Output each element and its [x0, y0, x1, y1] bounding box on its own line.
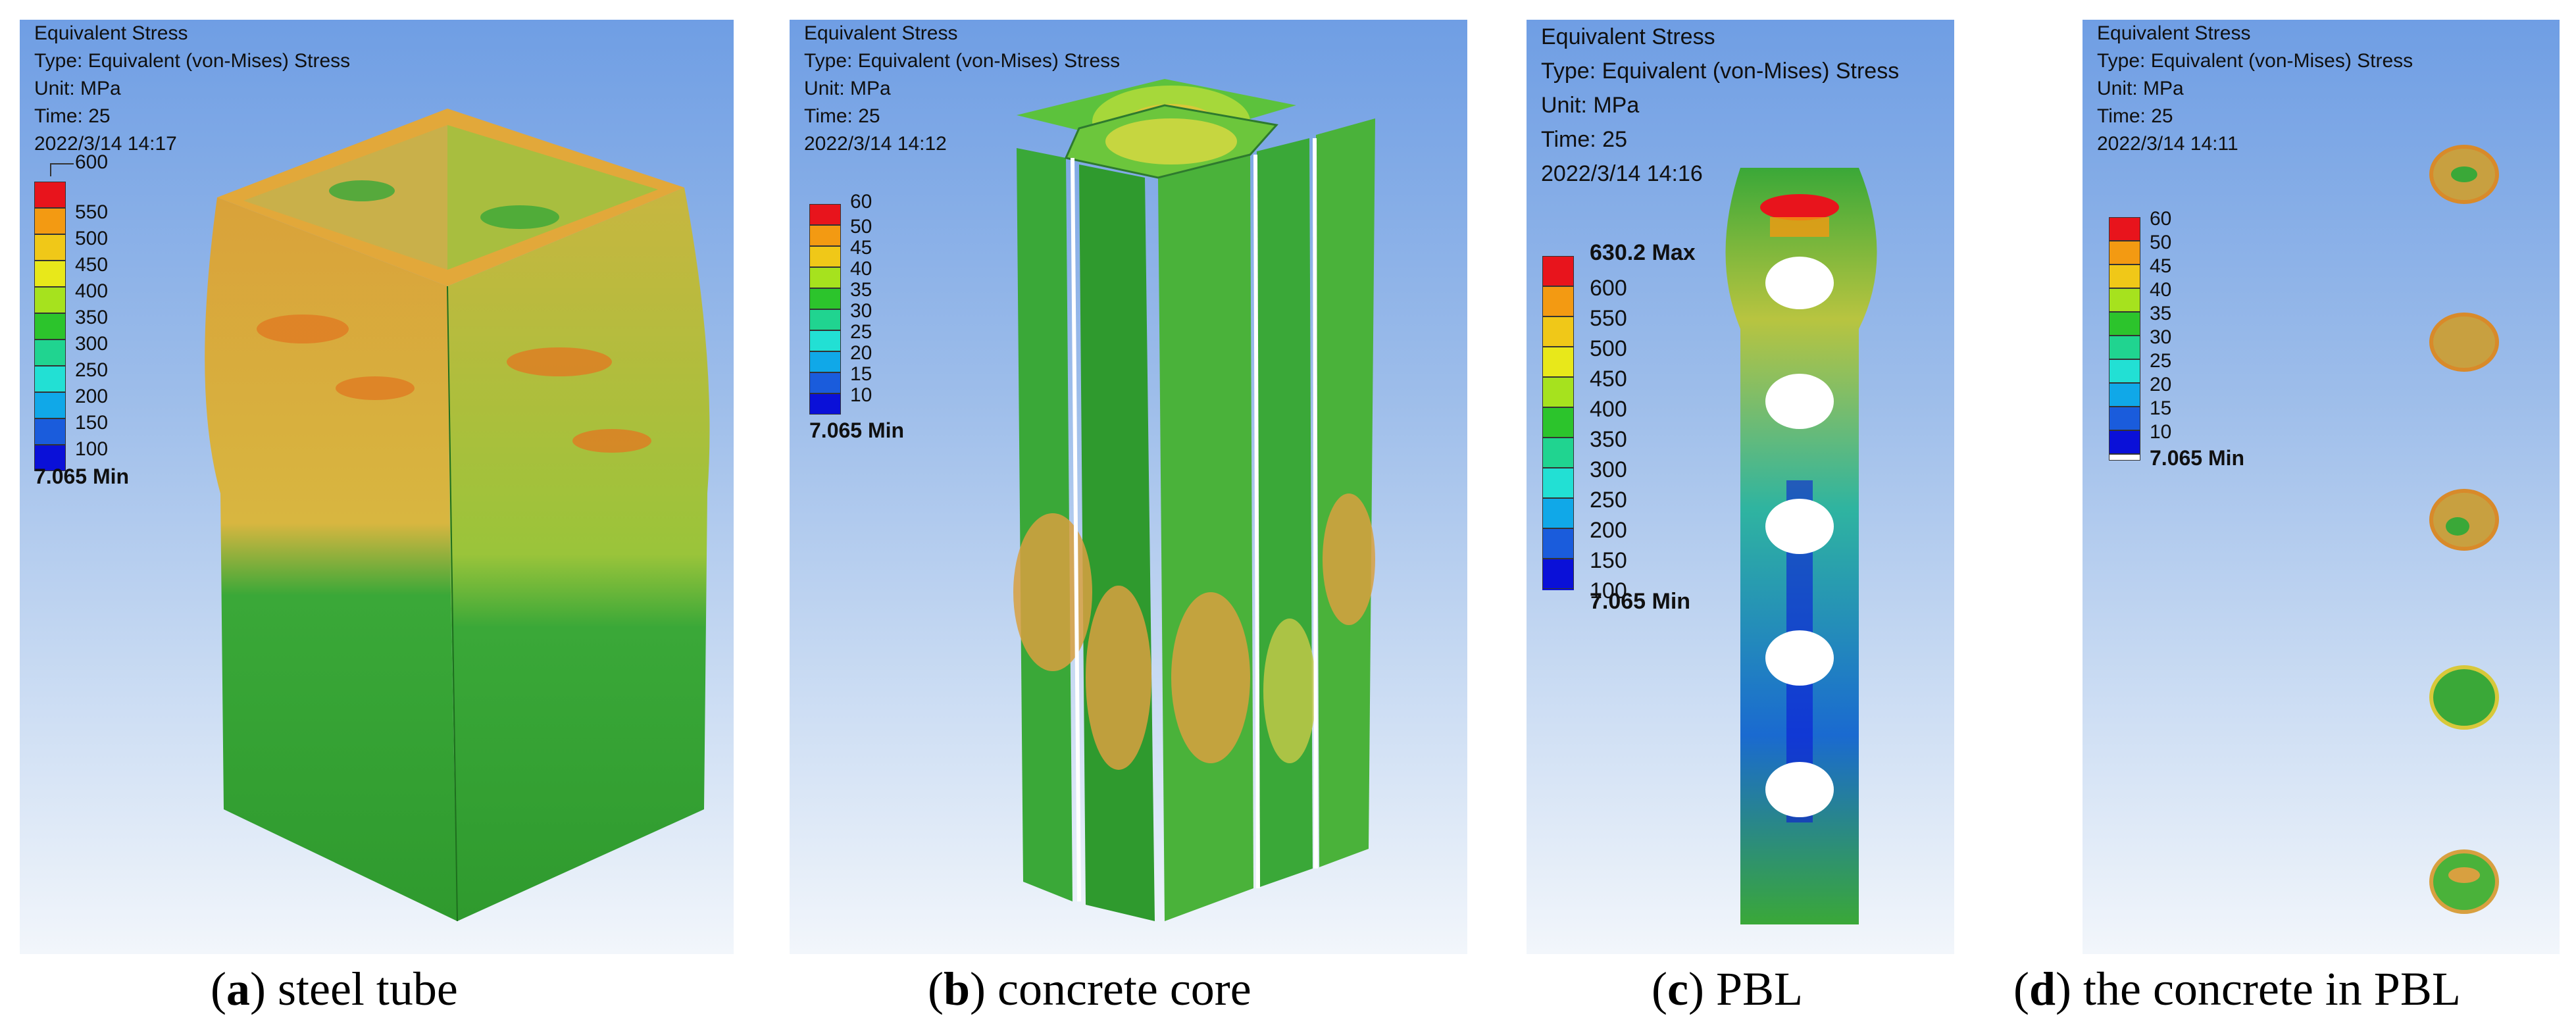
panel-pbl: Equivalent Stress Type: Equivalent (von-…	[1527, 20, 1954, 954]
legend-label: 35	[2150, 303, 2172, 324]
concrete-core-model	[1013, 79, 1375, 921]
legend-label: 25	[850, 321, 872, 343]
caption-letter: d	[2029, 963, 2056, 1015]
steel-tube-model	[205, 109, 710, 922]
legend-label: 450	[75, 254, 109, 276]
header-title: Equivalent Stress	[2097, 22, 2251, 44]
caption-letter: c	[1667, 963, 1688, 1015]
legend-label: 50	[850, 216, 872, 238]
caption-text: concrete core	[998, 963, 1251, 1015]
pbl-plate-model	[1725, 168, 1877, 924]
caption-b: (b) concrete core	[928, 963, 1251, 1015]
header-timestamp: 2022/3/14 14:16	[1541, 161, 1703, 186]
legend-label: 10	[850, 384, 872, 406]
legend-label: 100	[1590, 578, 1627, 603]
legend-label: 40	[2150, 279, 2172, 301]
legend-label: 500	[1590, 336, 1627, 361]
legend-label: 350	[1590, 427, 1627, 452]
caption-letter: a	[226, 963, 250, 1015]
header-unit: Unit: MPa	[804, 78, 891, 99]
panel-steel-tube: Equivalent Stress Type: Equivalent (von-…	[20, 20, 734, 954]
header-type: Type: Equivalent (von-Mises) Stress	[1541, 59, 1900, 84]
caption-text: PBL	[1715, 963, 1803, 1015]
legend-min: 7.065 Min	[1590, 589, 1691, 614]
header-unit: Unit: MPa	[34, 78, 121, 99]
legend-max: 60	[850, 191, 872, 213]
header-c: Equivalent Stress Type: Equivalent (von-…	[1541, 20, 1899, 191]
header-b: Equivalent Stress Type: Equivalent (von-…	[804, 20, 1120, 158]
caption-d: (d) the concrete in PBL	[2013, 963, 2461, 1015]
header-type: Type: Equivalent (von-Mises) Stress	[2097, 50, 2413, 72]
legend-label: 600	[1590, 276, 1627, 301]
legend-label: 50	[2150, 232, 2172, 253]
legend-label: 350	[75, 307, 109, 328]
legend-label: 30	[2150, 326, 2172, 348]
legend-min: 7.065 Min	[2150, 446, 2245, 470]
legend-label: 150	[75, 412, 109, 434]
legend-max: 600	[75, 151, 109, 173]
legend-label: 45	[850, 237, 872, 259]
header-unit: Unit: MPa	[2097, 78, 2184, 99]
header-time: Time: 25	[34, 105, 111, 127]
header-d: Equivalent Stress Type: Equivalent (von-…	[2097, 20, 2413, 158]
legend-min: 7.065 Min	[34, 465, 130, 488]
header-unit: Unit: MPa	[1541, 93, 1640, 118]
header-timestamp: 2022/3/14 14:12	[804, 133, 947, 155]
legend-label: 35	[850, 279, 872, 301]
legend-label: 400	[75, 280, 109, 302]
header-title: Equivalent Stress	[1541, 24, 1715, 49]
legend-label: 550	[75, 201, 109, 223]
concrete-in-pbl-model	[2429, 145, 2499, 914]
header-time: Time: 25	[1541, 127, 1628, 152]
legend-max: 60	[2150, 208, 2172, 230]
legend-label: 30	[850, 300, 872, 322]
header-timestamp: 2022/3/14 14:11	[2097, 133, 2238, 155]
legend-label: 300	[1590, 457, 1627, 482]
legend-min: 7.065 Min	[809, 418, 905, 442]
header-type: Type: Equivalent (von-Mises) Stress	[34, 50, 351, 72]
header-type: Type: Equivalent (von-Mises) Stress	[804, 50, 1121, 72]
legend-label: 550	[1590, 306, 1627, 331]
panel-concrete-core: Equivalent Stress Type: Equivalent (von-…	[790, 20, 1467, 954]
caption-letter: b	[943, 963, 971, 1015]
legend-label: 500	[75, 228, 109, 249]
legend-label: 200	[75, 386, 109, 407]
legend-label: 200	[1590, 518, 1627, 543]
legend-label: 300	[75, 333, 109, 355]
header-title: Equivalent Stress	[34, 22, 188, 44]
legend-label: 10	[2150, 421, 2172, 443]
caption-text: steel tube	[277, 963, 458, 1015]
legend-max: 630.2 Max	[1590, 240, 1696, 265]
legend-label: 40	[850, 258, 872, 280]
legend-label: 250	[1590, 488, 1627, 513]
legend-label: 20	[850, 342, 872, 364]
header-time: Time: 25	[804, 105, 880, 127]
header-title: Equivalent Stress	[804, 22, 958, 44]
header-timestamp: 2022/3/14 14:17	[34, 133, 177, 155]
caption-c: (c) PBL	[1652, 963, 1803, 1015]
legend-label: 150	[1590, 548, 1627, 573]
caption-a: (a) steel tube	[211, 963, 458, 1015]
header-time: Time: 25	[2097, 105, 2173, 127]
legend-label: 450	[1590, 366, 1627, 391]
legend-label: 25	[2150, 350, 2172, 372]
legend-label: 20	[2150, 374, 2172, 395]
caption-text: the concrete in PBL	[2083, 963, 2461, 1015]
legend-label: 400	[1590, 397, 1627, 422]
panel-concrete-in-pbl: Equivalent Stress Type: Equivalent (von-…	[2083, 20, 2560, 954]
legend-label: 100	[75, 438, 109, 460]
header-a: Equivalent Stress Type: Equivalent (von-…	[34, 20, 350, 158]
legend-label: 15	[850, 363, 872, 385]
legend-label: 45	[2150, 255, 2172, 277]
legend-label: 250	[75, 359, 109, 381]
legend-label: 15	[2150, 397, 2172, 419]
